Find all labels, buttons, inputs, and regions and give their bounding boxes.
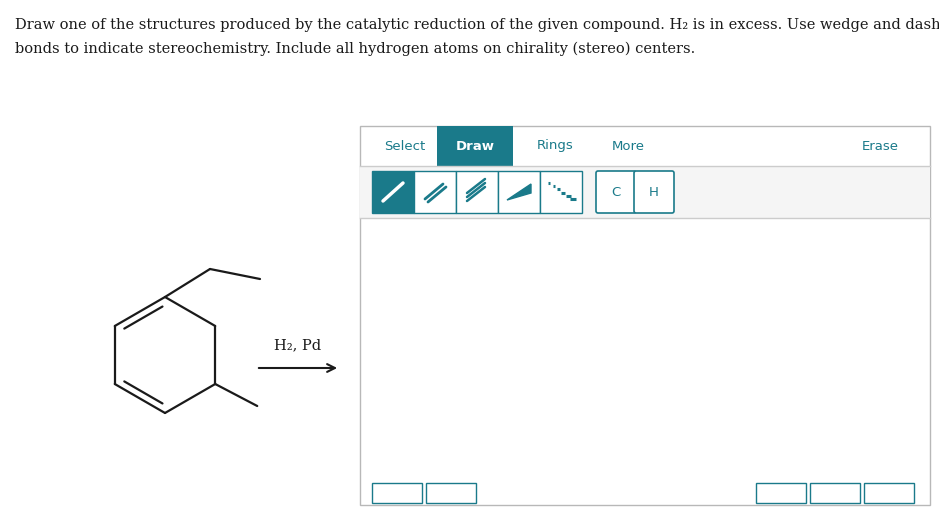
Text: More: More [611,139,644,153]
Bar [756,483,806,503]
Bar [437,126,513,166]
Bar [498,171,540,213]
Bar [372,483,422,503]
Text: Rings: Rings [536,139,574,153]
Text: Erase: Erase [861,139,899,153]
Bar [810,483,860,503]
Text: Select: Select [384,139,425,153]
Text: bonds to indicate stereochemistry. Include all hydrogen atoms on chirality (ster: bonds to indicate stereochemistry. Inclu… [15,42,695,57]
Polygon shape [507,184,531,200]
Bar [540,171,582,213]
FancyBboxPatch shape [634,171,674,213]
Text: Draw one of the structures produced by the catalytic reduction of the given comp: Draw one of the structures produced by t… [15,18,939,32]
Text: H: H [649,186,659,198]
FancyBboxPatch shape [596,171,636,213]
Bar [360,126,930,505]
Bar [456,171,498,213]
Bar [372,171,414,213]
Bar [414,171,456,213]
Text: C: C [611,186,621,198]
Text: Draw: Draw [455,139,495,153]
Bar [864,483,914,503]
Bar [360,166,930,218]
Text: H₂, Pd: H₂, Pd [274,338,321,352]
Bar [426,483,476,503]
